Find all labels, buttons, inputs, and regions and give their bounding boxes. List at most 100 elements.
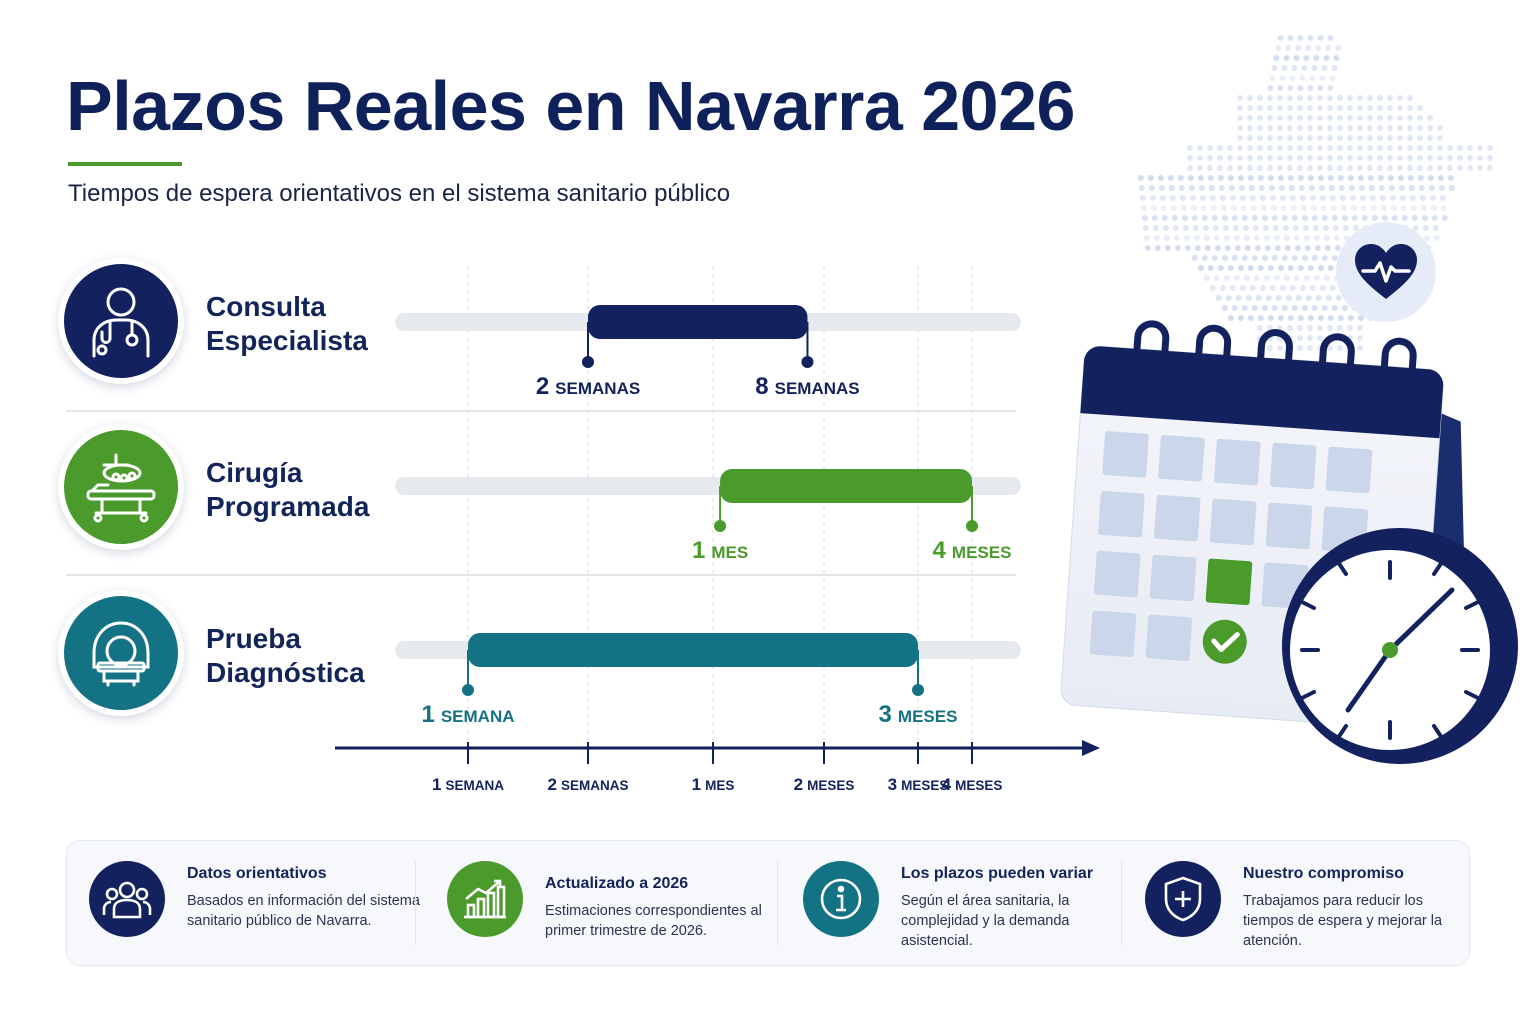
map-dot [1257, 165, 1263, 171]
map-dot [1227, 165, 1233, 171]
map-dot [1178, 185, 1185, 191]
map-dot [1327, 165, 1333, 171]
map-dot [1317, 95, 1323, 101]
map-dot [1377, 95, 1383, 101]
map-dot [1287, 115, 1293, 121]
map-dot [1477, 155, 1483, 161]
map-dot [1337, 95, 1343, 101]
page-subtitle: Tiempos de espera orientativos en el sis… [68, 180, 731, 207]
map-dot [1249, 195, 1256, 201]
map-dot [1407, 135, 1413, 141]
map-dot [1291, 305, 1298, 311]
map-dot [1332, 225, 1339, 231]
map-dot [1378, 185, 1385, 191]
people-icon [89, 861, 165, 937]
range-marker-dot [462, 684, 474, 696]
map-dot [1233, 235, 1240, 241]
category-label: Prueba Diagnóstica [206, 623, 365, 688]
map-dot [1148, 185, 1155, 191]
map-dot [1347, 315, 1354, 321]
map-dot [1200, 205, 1207, 211]
map-dot [1242, 225, 1249, 231]
map-dot [1271, 255, 1278, 261]
map-dot [1247, 165, 1253, 171]
map-dot [1347, 325, 1353, 331]
map-dot [1400, 205, 1407, 211]
map-dot [1297, 105, 1303, 111]
map-dot [1187, 165, 1193, 171]
map-dot [1307, 265, 1314, 271]
map-dot [1277, 345, 1283, 351]
map-dot [1327, 265, 1334, 271]
map-dot [1477, 145, 1483, 151]
map-dot [1227, 155, 1233, 161]
map-dot [1314, 245, 1321, 251]
map-dot [1269, 285, 1276, 291]
map-dot [1437, 125, 1443, 131]
map-dot [1297, 265, 1304, 271]
map-dot [1217, 145, 1223, 151]
map-dot [1235, 295, 1242, 301]
map-dot [1271, 65, 1278, 71]
map-dot [1467, 145, 1473, 151]
map-dot [1437, 165, 1443, 171]
range-bar [588, 305, 808, 339]
map-dot [1401, 215, 1408, 221]
map-dot [1219, 285, 1226, 291]
map-dot [1159, 195, 1166, 201]
map-dot [1437, 145, 1443, 151]
map-dot [1317, 165, 1323, 171]
map-dot [1398, 185, 1405, 191]
map-dot [1277, 145, 1283, 151]
map-dot [1347, 115, 1353, 121]
map-dot [1245, 295, 1252, 301]
panel-separator [415, 861, 416, 945]
map-dot [1297, 315, 1304, 321]
map-dot [1337, 175, 1344, 181]
map-dot [1277, 315, 1284, 321]
map-dot [1309, 195, 1316, 201]
map-dot [1327, 125, 1333, 131]
map-dot [1487, 165, 1493, 171]
map-dot [1297, 325, 1303, 331]
map-dot [1288, 185, 1295, 191]
map-dot [1172, 225, 1179, 231]
map-dot [1261, 305, 1268, 311]
map-dot [1273, 235, 1280, 241]
map-dot [1377, 155, 1383, 161]
map-dot [1273, 55, 1280, 61]
map-dot [1295, 295, 1302, 301]
map-dot [1257, 265, 1264, 271]
map-dot [1337, 105, 1343, 111]
map-dot [1327, 345, 1333, 351]
map-dot [1337, 155, 1343, 161]
map-dot [1387, 145, 1393, 151]
map-dot [1228, 185, 1235, 191]
map-dot [1141, 215, 1148, 221]
map-dot [1221, 305, 1228, 311]
map-dot [1263, 235, 1270, 241]
map-dot [1417, 155, 1423, 161]
info-title: Actualizado a 2026 [545, 875, 689, 892]
map-dot [1149, 195, 1156, 201]
map-dot [1321, 255, 1328, 261]
map-dot [1387, 105, 1393, 111]
map-dot [1357, 325, 1363, 331]
map-dot [1377, 115, 1383, 121]
map-dot [1427, 165, 1433, 171]
map-dot [1221, 215, 1228, 221]
map-dot [1209, 195, 1216, 201]
map-dot [1231, 305, 1238, 311]
map-dot [1367, 115, 1373, 121]
map-dot [1329, 285, 1336, 291]
map-dot [1371, 215, 1378, 221]
info-text: Basados en información del sistema sanit… [187, 893, 420, 929]
map-dot [1224, 245, 1231, 251]
map-dot [1297, 125, 1303, 131]
map-dot [1168, 185, 1175, 191]
map-dot [1397, 175, 1404, 181]
map-dot [1271, 305, 1278, 311]
map-dot [1267, 165, 1273, 171]
map-dot [1367, 105, 1373, 111]
map-dot [1291, 215, 1298, 221]
